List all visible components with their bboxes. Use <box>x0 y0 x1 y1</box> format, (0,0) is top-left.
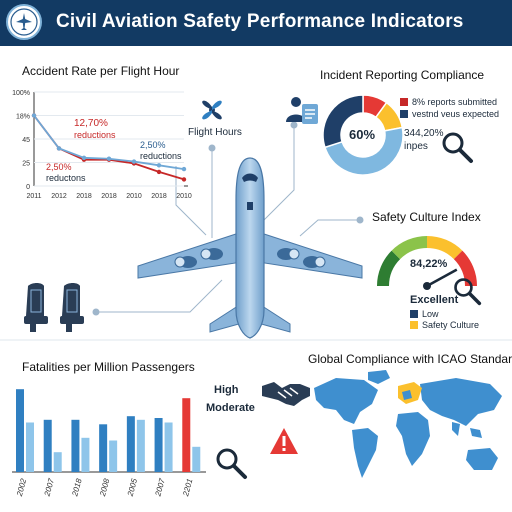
safety-culture-title: Safety Culture Index <box>372 210 481 224</box>
bar-0-0 <box>16 389 24 472</box>
bar-5-1 <box>164 422 173 472</box>
x-tick-label: 2007 <box>153 477 167 498</box>
y-tick-label: 0 <box>26 184 30 191</box>
series-point <box>156 169 162 175</box>
airplane-illustration <box>137 157 363 339</box>
bar-3-0 <box>99 424 108 472</box>
x-tick-label: 2018 <box>151 193 167 200</box>
incident-title: Incident Reporting Compliance <box>320 68 485 82</box>
annotation-1-value: 12,70% <box>74 118 108 129</box>
bar-4-1 <box>136 419 145 472</box>
annotation-3-label: reductons <box>46 173 86 183</box>
series-point <box>181 177 187 182</box>
legend-swatch-low <box>410 310 418 318</box>
annotation-2-label: reductions <box>140 151 182 161</box>
series-point <box>131 159 137 164</box>
gauge-hub <box>423 282 431 290</box>
bar-2-0 <box>71 419 80 472</box>
x-tick-label: 2010 <box>176 193 192 200</box>
incident-stat-value: 344,20% <box>404 128 444 139</box>
bar-2-1 <box>81 437 90 472</box>
x-tick-label: 2018 <box>70 477 84 498</box>
legend-swatch-expected <box>400 110 408 118</box>
aircraft-seats-icon <box>24 283 84 332</box>
x-tick-label: 2012 <box>51 193 67 200</box>
warning-icon <box>270 428 298 454</box>
label-high: High <box>214 384 239 396</box>
airplane-emblem-icon-svg <box>10 8 38 36</box>
x-tick-label: 2018 <box>76 193 92 200</box>
donut-slice-2 <box>324 126 404 176</box>
gauge-segment-1 <box>391 236 428 260</box>
legend-swatch-submitted <box>400 98 408 106</box>
legend-swatch-culture <box>410 321 418 329</box>
handshake-icon <box>262 382 310 406</box>
bar-6-0 <box>182 398 191 472</box>
y-tick-label: 25 <box>22 161 30 168</box>
series-point <box>31 113 37 118</box>
bar-1-0 <box>43 419 52 472</box>
bar-0-1 <box>26 422 34 472</box>
legend-safety-culture: Safety Culture <box>422 320 480 330</box>
gauge-value: 84,22% <box>410 258 448 270</box>
flight-hours-label: Flight Hours <box>188 127 242 138</box>
annotation-2-value: 2,50% <box>140 140 166 150</box>
x-tick-label: 2008 <box>98 477 112 498</box>
donut-slice-3 <box>322 94 364 149</box>
fatalities-title: Fatalities per Million Passengers <box>22 360 195 374</box>
label-moderate: Moderate <box>206 402 255 414</box>
propeller-icon <box>202 100 222 120</box>
gauge-segment-2 <box>426 236 463 260</box>
legend-low: Low <box>422 309 439 319</box>
x-tick-label: 2011 <box>26 193 41 200</box>
series-point <box>106 156 112 161</box>
magnifier-icon <box>442 132 473 163</box>
world-map <box>314 370 502 478</box>
bar-1-1 <box>53 452 62 472</box>
fatalities-bar-chart: 2002 2007 2018 2008 2005 2007 2201 <box>12 389 206 498</box>
x-tick-label: 2018 <box>101 193 117 200</box>
series-point <box>56 146 62 151</box>
airplane-emblem-icon <box>6 4 42 40</box>
bar-5-0 <box>154 418 163 472</box>
series-point <box>156 163 162 168</box>
bar-6-1 <box>192 446 201 472</box>
gauge-segment-0 <box>377 250 401 287</box>
series-point <box>181 166 187 172</box>
page-title: Civil Aviation Safety Performance Indica… <box>56 11 464 32</box>
incident-donut-chart <box>322 94 404 176</box>
x-tick-label: 2005 <box>126 477 140 498</box>
series-point <box>81 155 87 160</box>
annotation-1-label: reductions <box>74 130 116 140</box>
bar-4-0 <box>126 416 135 472</box>
gauge-label: Excellent <box>410 294 459 306</box>
y-tick-label: 18% <box>16 114 30 121</box>
magnifier-icon <box>216 448 247 479</box>
donut-center-label: 60% <box>349 127 376 142</box>
legend-submitted: 8% reports submitted <box>412 97 498 107</box>
annotation-3-value: 2,50% <box>46 162 72 172</box>
x-tick-label: 2201 <box>181 478 195 498</box>
bar-3-1 <box>109 440 118 472</box>
x-tick-label: 2010 <box>126 193 142 200</box>
incident-stat-label: inpes <box>404 141 428 152</box>
header-banner <box>0 0 512 46</box>
people-reporting-icon <box>286 97 318 124</box>
gauge-needle <box>426 268 458 288</box>
y-tick-label: 45 <box>22 137 30 144</box>
accident-rate-chart: 100% 18% 45 25 0 2011 2012 2018 2018 2010 2018 2010 <box>12 90 192 200</box>
x-tick-label: 2002 <box>15 477 29 498</box>
accident-rate-title: Accident Rate per Flight Hour <box>22 64 180 78</box>
y-tick-label: 100% <box>12 90 30 97</box>
legend-expected: vestnd veus expected <box>412 109 500 119</box>
x-tick-label: 2007 <box>42 477 56 498</box>
magnifier-icon <box>454 278 482 306</box>
compliance-title: Global Compliance with ICAO Standards <box>308 352 512 366</box>
